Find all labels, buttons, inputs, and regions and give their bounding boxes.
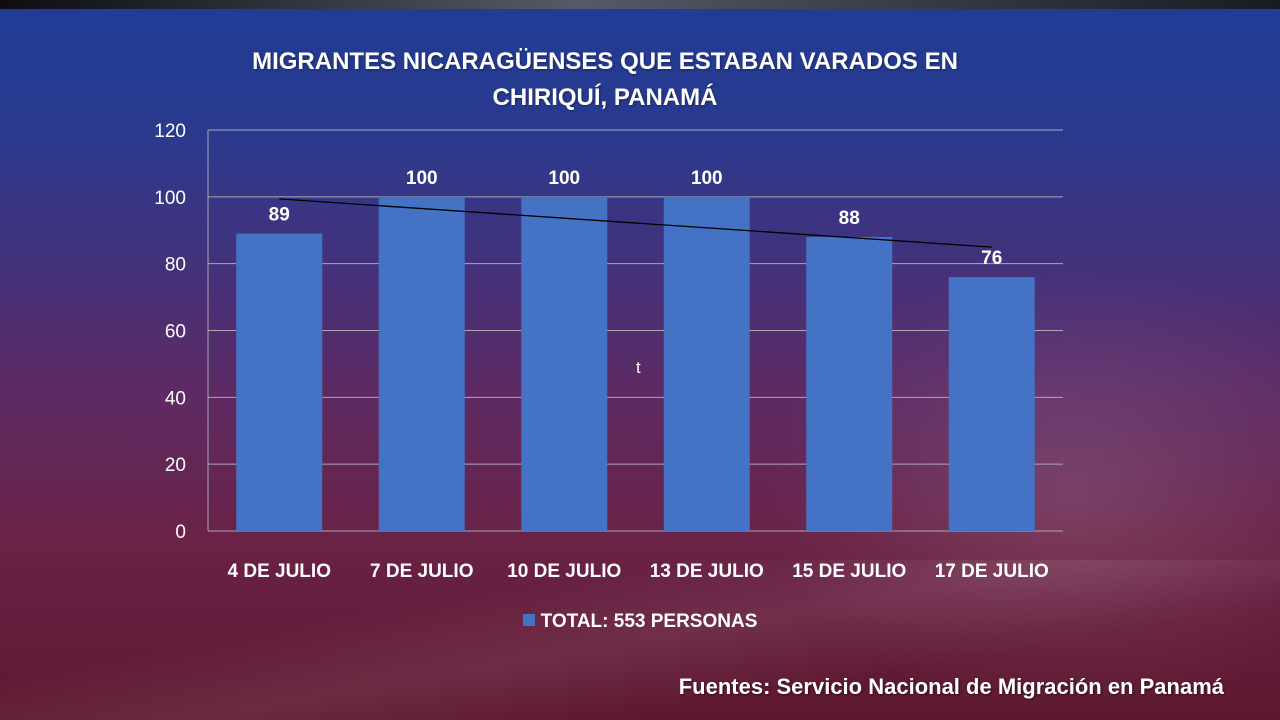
bar <box>521 196 608 532</box>
bar <box>806 236 893 531</box>
y-tick-label: 40 <box>165 388 186 409</box>
chart-title-line-1: MIGRANTES NICARAGÜENSES QUE ESTABAN VARA… <box>252 48 958 75</box>
y-tick-label: 60 <box>165 322 186 343</box>
top-strip <box>0 0 1280 9</box>
data-label: 100 <box>406 168 438 189</box>
bar <box>236 233 323 531</box>
y-tick-label: 100 <box>154 188 186 209</box>
y-tick-label: 0 <box>175 522 186 543</box>
data-label: 88 <box>839 208 860 229</box>
y-tick-label: 20 <box>165 455 186 476</box>
legend: TOTAL: 553 PERSONAS <box>0 611 1280 633</box>
bar <box>663 196 750 532</box>
source-note: Fuentes: Servicio Nacional de Migración … <box>678 674 1224 699</box>
x-tick-label: 4 DE JULIO <box>228 561 331 582</box>
x-tick-label: 13 DE JULIO <box>650 561 764 582</box>
y-tick-label: 80 <box>165 255 186 276</box>
trendline <box>279 198 992 248</box>
bar <box>378 196 465 532</box>
bar <box>948 277 1035 531</box>
data-label: 100 <box>691 168 723 189</box>
data-label: 100 <box>548 168 580 189</box>
x-tick-label: 15 DE JULIO <box>792 561 906 582</box>
data-label: 89 <box>269 205 290 226</box>
x-tick-label: 17 DE JULIO <box>935 561 1049 582</box>
chart-title-line-2: CHIRIQUÍ, PANAMÁ <box>492 84 718 111</box>
legend-label: TOTAL: 553 PERSONAS <box>540 611 758 632</box>
stray-text: t <box>636 358 641 377</box>
chart-title: MIGRANTES NICARAGÜENSES QUE ESTABAN VARA… <box>200 44 1010 116</box>
y-tick-label: 120 <box>154 121 186 142</box>
data-label: 76 <box>981 248 1002 269</box>
legend-swatch <box>522 614 535 626</box>
x-tick-label: 10 DE JULIO <box>507 561 621 582</box>
x-tick-label: 7 DE JULIO <box>370 561 473 582</box>
